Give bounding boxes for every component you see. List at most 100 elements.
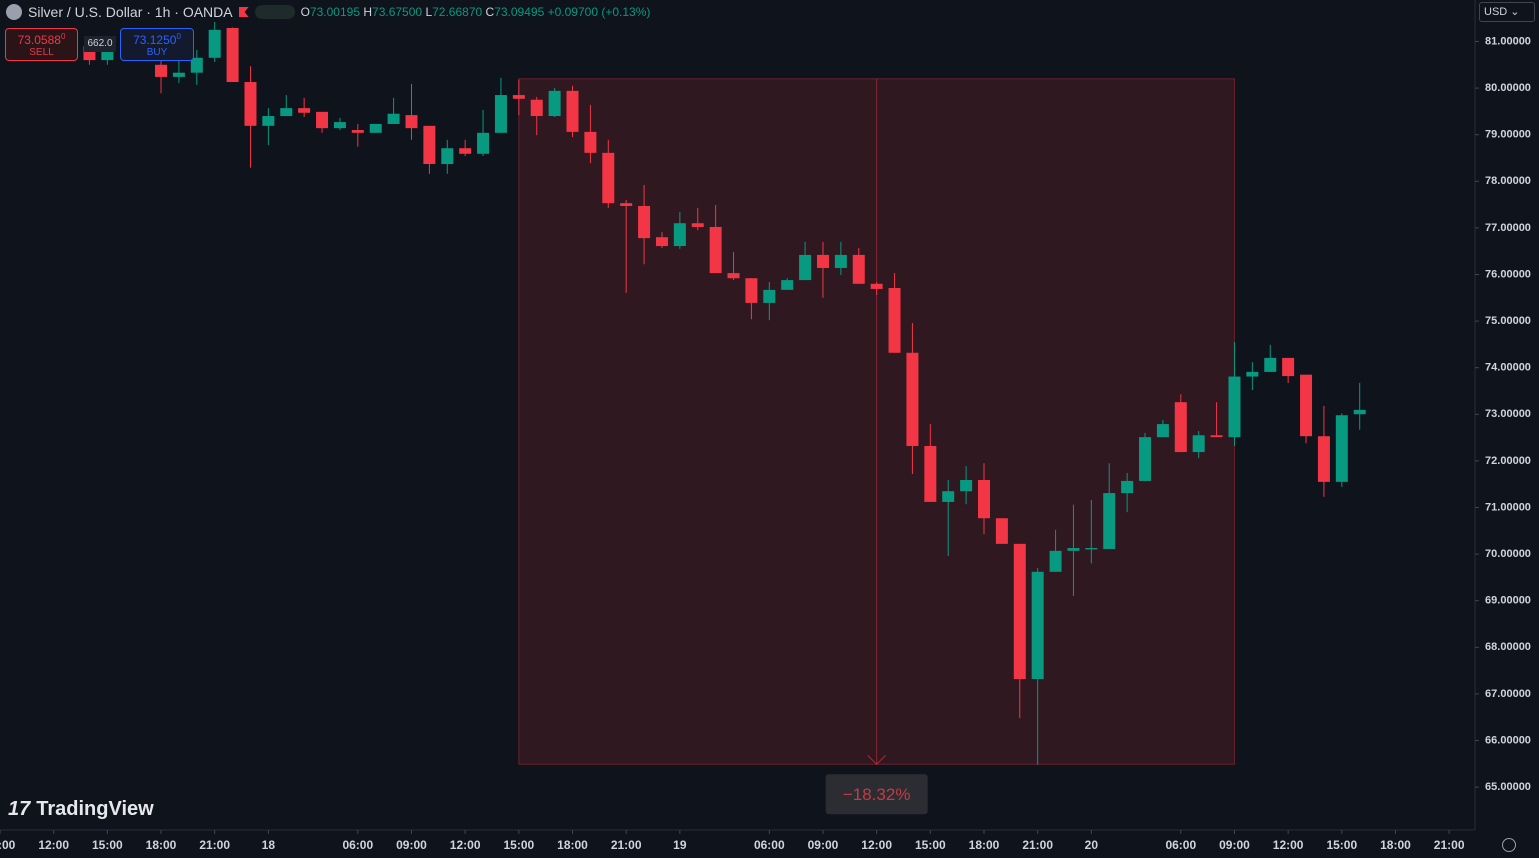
candle-body (1013, 543, 1026, 680)
candle (477, 109, 490, 157)
y-tick-label: 77.00000 (1485, 222, 1531, 234)
candle (709, 205, 722, 274)
sell-price-sup: 0 (60, 32, 66, 41)
candle-body (566, 90, 579, 132)
buy-label: BUY (146, 47, 168, 58)
candle (298, 97, 311, 117)
x-tick-label: 12:00 (861, 838, 892, 852)
candle-body (1103, 493, 1116, 549)
candle-body (1228, 376, 1241, 438)
candle (1103, 463, 1116, 549)
candle (960, 466, 973, 505)
candle-body (852, 254, 865, 284)
candle (459, 139, 472, 157)
brand-logo[interactable]: 17 TradingView (8, 798, 154, 821)
settings-button[interactable] (1502, 838, 1516, 852)
x-tick-label: 12:00 (38, 838, 69, 852)
candle-body (942, 491, 955, 502)
candle-body (244, 82, 257, 126)
candle (816, 241, 829, 298)
x-tick-label: 21:00 (1022, 838, 1053, 852)
buy-button[interactable]: 73.12500 BUY (120, 28, 194, 61)
candle (763, 281, 776, 321)
candle-body (1085, 548, 1098, 550)
candle-body (477, 132, 490, 154)
candle-body (1335, 415, 1348, 482)
candle (852, 247, 865, 284)
candle-body (1282, 357, 1295, 377)
candle (1210, 402, 1223, 438)
candle (638, 185, 651, 265)
candle (727, 252, 740, 281)
candle-body (1246, 371, 1259, 377)
x-tick-label: 12:00 (450, 838, 481, 852)
x-tick-label: 18:00 (1380, 838, 1411, 852)
x-tick-label: 06:00 (1165, 838, 1196, 852)
y-tick-label: 80.00000 (1485, 82, 1531, 94)
candle-body (369, 123, 382, 133)
candle (1139, 432, 1152, 481)
candle (888, 273, 901, 353)
candle (190, 49, 203, 85)
candle (1192, 431, 1205, 459)
currency-select[interactable]: USD ⌄ (1479, 2, 1535, 22)
y-tick-label: 71.00000 (1485, 501, 1531, 513)
candle-body (727, 273, 740, 279)
flag-icon[interactable] (238, 7, 249, 17)
candle-body (638, 205, 651, 239)
candle-body (816, 254, 829, 268)
candle-body (709, 226, 722, 274)
ohlc: O73.00195 H73.67500 L72.66870 C73.09495 … (301, 5, 651, 19)
x-tick-label: 09:00 (0, 838, 16, 852)
x-tick-label: 09:00 (1219, 838, 1250, 852)
candle-body (387, 113, 400, 124)
symbol-title[interactable]: Silver / U.S. Dollar · 1h · OANDA (28, 4, 233, 20)
candle-body (405, 115, 418, 129)
candle (566, 85, 579, 138)
y-tick-label: 75.00000 (1485, 315, 1531, 327)
candle (512, 79, 525, 116)
o-value: 73.00195 (309, 5, 361, 19)
y-tick-label: 69.00000 (1485, 595, 1531, 607)
candle (1300, 374, 1313, 444)
x-tick-label: 15:00 (915, 838, 946, 852)
y-tick-label: 68.00000 (1485, 641, 1531, 653)
candle-body (978, 480, 990, 519)
candle (1335, 413, 1348, 488)
y-tick-label: 76.00000 (1485, 268, 1531, 280)
candle (924, 424, 937, 502)
candle-body (655, 237, 668, 247)
candle-body (1031, 571, 1044, 680)
candle-body (763, 289, 776, 303)
sell-button[interactable]: 73.05880 SELL (5, 28, 78, 61)
measure-label-bg (825, 774, 928, 815)
candle-body (155, 64, 168, 77)
sell-label: SELL (29, 47, 54, 58)
measure-label: −18.32% (843, 785, 911, 804)
candle-body (190, 57, 203, 73)
candle (995, 518, 1008, 544)
candle-body (1121, 480, 1134, 494)
candle-body (172, 72, 185, 77)
x-tick-label: 18:00 (969, 838, 1000, 852)
candle (280, 95, 293, 117)
candle (1246, 362, 1259, 391)
status-pill (254, 5, 295, 19)
candle-body (834, 254, 847, 268)
candle-body (960, 480, 973, 492)
candle-body (602, 152, 615, 204)
o-label: O (300, 5, 310, 19)
candle-body (226, 27, 239, 83)
candle (620, 199, 633, 293)
y-tick-label: 79.00000 (1485, 129, 1531, 141)
x-tick-label: 06:00 (754, 838, 785, 852)
candle (494, 77, 507, 133)
candle (369, 123, 382, 133)
candle (316, 111, 329, 133)
candle-body (799, 254, 812, 281)
candle (262, 108, 275, 145)
candle-body (1156, 424, 1169, 438)
